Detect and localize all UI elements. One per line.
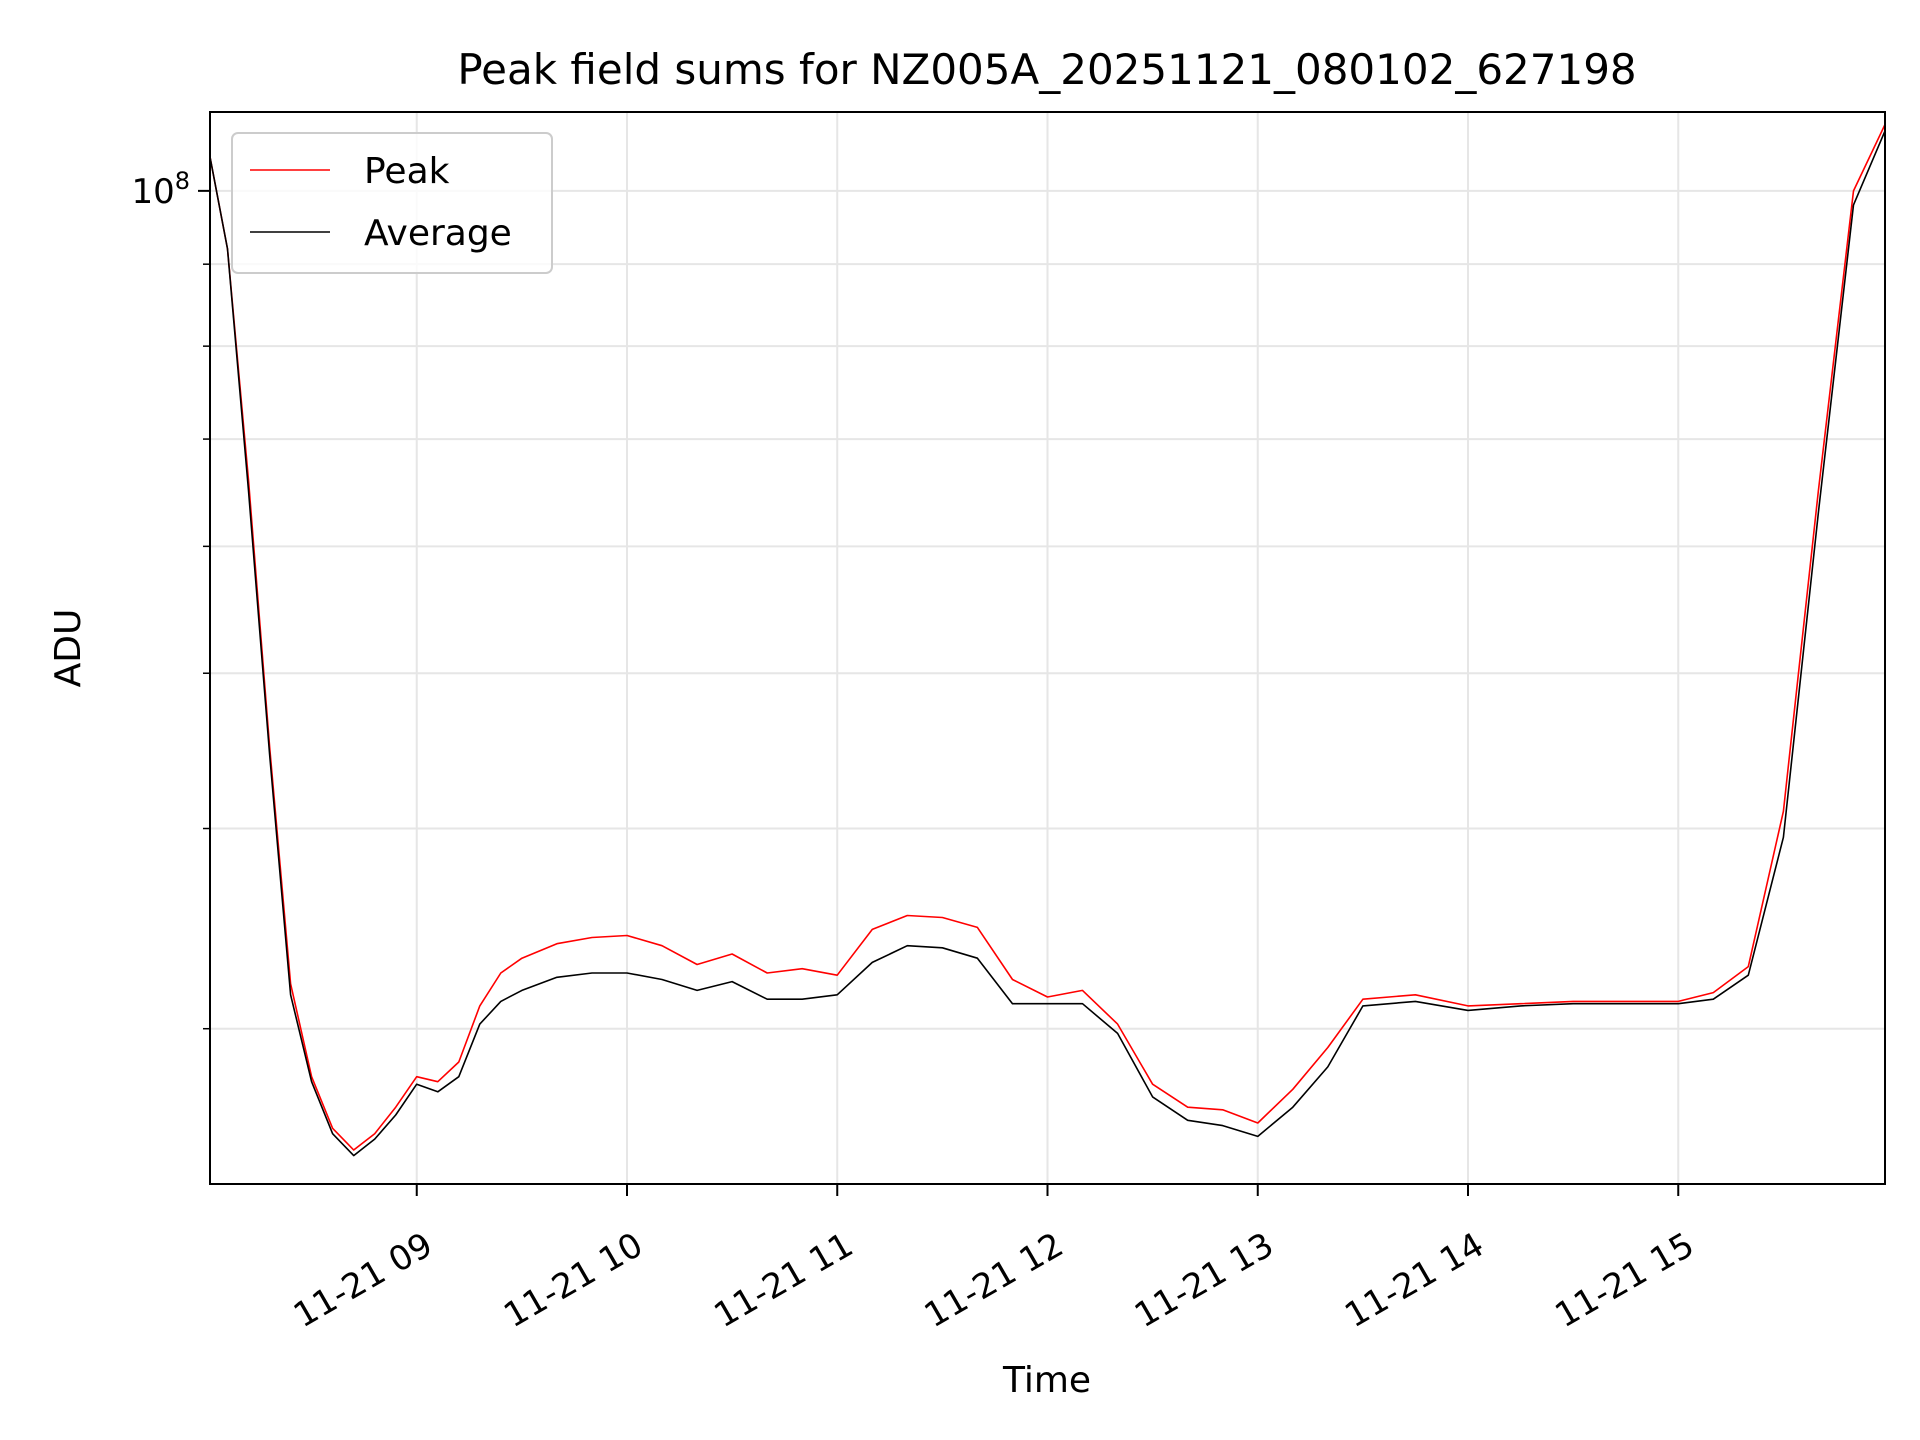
y-tick-label: 108 [131,167,190,212]
grid [210,112,1885,1184]
legend-label-average: Average [364,213,512,254]
y-axis-label: ADU [48,609,89,688]
series-layer [209,124,1886,1157]
legend: Peak Average [231,132,553,274]
legend-box [231,132,553,274]
y-axis: 108 [131,167,210,1030]
series-line-average [209,130,1886,1157]
x-axis-label: Time [1002,1360,1091,1401]
chart-title: Peak field sums for NZ005A_20251121_0801… [457,45,1636,94]
legend-label-peak: Peak [364,151,450,192]
series-line-peak [209,124,1886,1151]
